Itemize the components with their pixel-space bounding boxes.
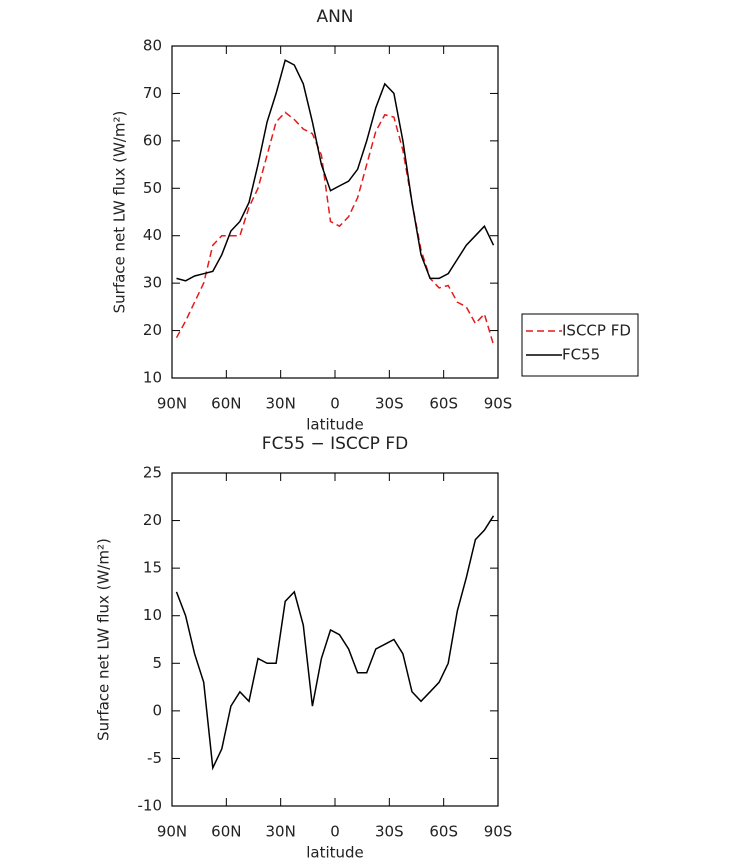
y-tick-label: 60 [143, 131, 162, 149]
x-tick-label: 60S [429, 823, 458, 841]
y-tick-label: 70 [143, 84, 162, 102]
y-tick-label: 40 [143, 226, 162, 244]
x-tick-label: 0 [330, 395, 340, 413]
x-tick-label: 90S [484, 395, 513, 413]
x-tick-label: 30S [375, 395, 404, 413]
line-series [175, 111, 495, 346]
x-tick-label: 60S [429, 395, 458, 413]
x-tick-label: 0 [330, 823, 340, 841]
panel: FC55 − ISCCP FD 90N 60N 30N 0 30S 60S 90S -10 -5 0… [95, 434, 513, 862]
x-tick-label: 90N [157, 395, 187, 413]
y-tick-label: 25 [143, 464, 162, 482]
x-tick-label: 90N [157, 823, 187, 841]
y-tick-label: 10 [143, 369, 162, 387]
y-tick-label: 30 [143, 274, 162, 292]
x-tick-label: 30S [375, 823, 404, 841]
x-tick-label: 90S [484, 823, 513, 841]
x-axis-label: latitude [306, 416, 364, 434]
panel: ANN 90N 60N 30N 0 30S 60S 90S 10 20 30 40 50 60 70 80 la… [111, 7, 639, 434]
y-tick-label: 15 [143, 559, 162, 577]
chart-title: FC55 − ISCCP FD [262, 434, 408, 454]
x-tick-label: 30N [266, 823, 296, 841]
legend-box [521, 313, 639, 377]
y-tick-label: -5 [147, 749, 162, 767]
line-series [176, 59, 495, 282]
y-tick-label: 0 [152, 701, 162, 719]
y-tick-label: 10 [143, 606, 162, 624]
line-series [175, 515, 495, 771]
y-tick-label: 80 [143, 37, 162, 55]
chart-title: ANN [316, 7, 353, 27]
y-axis-label: Surface net LW flux (W/m²) [111, 111, 129, 314]
legend-label: FC55 [562, 346, 600, 364]
plot-frame [171, 472, 499, 807]
x-tick-label: 60N [211, 395, 241, 413]
y-tick-label: 20 [143, 511, 162, 529]
y-tick-label: 20 [143, 321, 162, 339]
x-tick-label: 30N [266, 395, 296, 413]
y-tick-label: -10 [138, 797, 163, 815]
y-tick-label: 5 [152, 654, 162, 672]
x-axis-label: latitude [306, 844, 364, 862]
plot-frame [171, 45, 499, 379]
y-tick-label: 50 [143, 179, 162, 197]
x-tick-label: 60N [211, 823, 241, 841]
y-axis-label: Surface net LW flux (W/m²) [95, 538, 113, 741]
legend-label: ISCCP FD [562, 322, 631, 340]
